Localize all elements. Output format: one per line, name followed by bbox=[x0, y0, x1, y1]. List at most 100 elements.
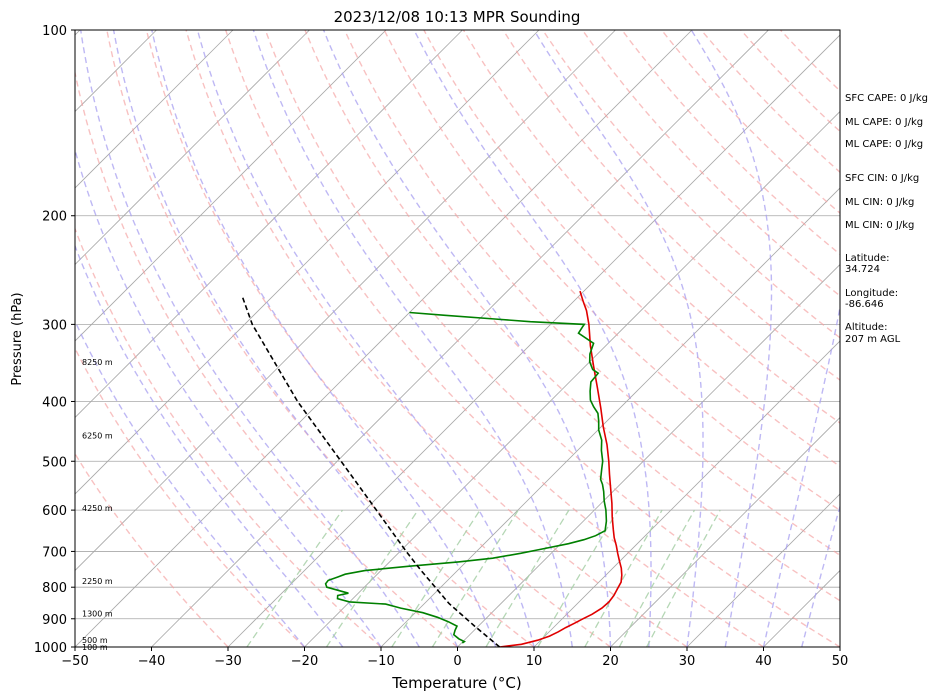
y-tick-label: 600 bbox=[42, 504, 67, 519]
dry-adiabat bbox=[264, 30, 840, 647]
altitude-value: 207 m AGL bbox=[845, 334, 901, 345]
moist-adiabat bbox=[80, 30, 420, 647]
ml-cin-text-2: ML CIN: 0 J/kg bbox=[845, 220, 915, 231]
ml-cin-text: ML CIN: 0 J/kg bbox=[845, 197, 915, 208]
x-tick-label: 20 bbox=[602, 654, 619, 669]
mixing-ratio-line bbox=[584, 509, 663, 647]
moist-adiabat bbox=[801, 503, 840, 647]
isotherm-line bbox=[75, 30, 540, 495]
isotherm-line bbox=[75, 30, 693, 647]
x-tick-label: −30 bbox=[214, 654, 241, 669]
plot-frame bbox=[74, 29, 841, 648]
dry-adiabat bbox=[106, 30, 535, 647]
moist-adiabat bbox=[112, 30, 459, 647]
ml-cape-text: ML CAPE: 0 J/kg bbox=[845, 117, 924, 128]
y-tick-label: 200 bbox=[42, 210, 67, 225]
isotherm-line bbox=[75, 30, 463, 419]
moist-adiabat bbox=[762, 304, 840, 647]
dry-adiabat bbox=[225, 30, 764, 647]
moist-adiabat bbox=[533, 30, 704, 647]
chart-title: 2023/12/08 10:13 MPR Sounding bbox=[334, 8, 581, 26]
moist-adiabat bbox=[690, 30, 773, 647]
y-tick-label: 900 bbox=[42, 613, 67, 628]
x-tick-label: −20 bbox=[291, 654, 318, 669]
mixing-ratio-line bbox=[646, 509, 721, 647]
x-tick-label: 10 bbox=[526, 654, 543, 669]
isotherm-line bbox=[610, 416, 840, 647]
y-tick-label: 300 bbox=[42, 318, 67, 333]
isotherm-line bbox=[533, 340, 840, 647]
mixing-ratio-line bbox=[537, 509, 619, 647]
dry-adiabat bbox=[621, 30, 840, 256]
isotherm-line bbox=[75, 30, 616, 572]
height-label: 8250 m bbox=[82, 358, 113, 367]
y-tick-label: 700 bbox=[42, 545, 67, 560]
mixing-ratio-line bbox=[618, 509, 696, 647]
sfc-cape-text: SFC CAPE: 0 J/kg bbox=[845, 93, 928, 104]
height-label: 6250 m bbox=[82, 431, 113, 440]
dry-adiabat bbox=[75, 346, 305, 647]
mixing-ratio-line bbox=[485, 509, 570, 647]
isotherm-line bbox=[457, 263, 840, 647]
x-tick-label: 0 bbox=[453, 654, 461, 669]
latitude-value: 34.724 bbox=[845, 264, 880, 275]
dry-adiabat bbox=[462, 30, 840, 424]
mixing-ratio-line bbox=[246, 509, 344, 647]
dry-adiabat bbox=[75, 69, 458, 647]
moist-adiabat bbox=[252, 30, 573, 647]
temperature-profile bbox=[499, 290, 623, 647]
y-tick-label: 100 bbox=[42, 24, 67, 39]
y-tick-label: 400 bbox=[42, 395, 67, 410]
mixing-ratio-line bbox=[391, 509, 481, 647]
dry-adiabat bbox=[343, 30, 840, 557]
height-label: 1300 m bbox=[82, 610, 113, 619]
longitude-value: -86.646 bbox=[845, 299, 884, 310]
x-tick-label: −50 bbox=[61, 654, 88, 669]
dry-adiabat bbox=[145, 30, 611, 647]
y-tick-label: 1000 bbox=[34, 641, 67, 656]
isotherm-line bbox=[75, 30, 387, 342]
y-axis-ticks: 1000 900 800 700 600 500 400 300 200 100 bbox=[34, 24, 75, 656]
mixing-ratio-line bbox=[431, 509, 519, 647]
y-tick-label: 800 bbox=[42, 581, 67, 596]
isotherm-line bbox=[227, 34, 840, 647]
moist-adiabat bbox=[75, 147, 382, 647]
isotherm-line bbox=[380, 187, 840, 647]
dry-adiabat bbox=[661, 30, 840, 215]
isotherm-line bbox=[0, 30, 4, 647]
moist-adiabat bbox=[413, 30, 652, 647]
moist-adiabat bbox=[75, 244, 344, 647]
moist-adiabat bbox=[196, 30, 535, 647]
ml-cape-text-2: ML CAPE: 0 J/kg bbox=[845, 139, 924, 150]
isotherm-line bbox=[151, 30, 769, 647]
x-tick-label: −10 bbox=[367, 654, 394, 669]
isotherm-line bbox=[75, 30, 234, 189]
moist-adiabat bbox=[151, 30, 497, 647]
x-tick-label: 40 bbox=[755, 654, 772, 669]
mixing-ratio-line bbox=[325, 509, 419, 647]
height-label: 4250 m bbox=[82, 504, 113, 513]
dry-adiabat bbox=[423, 30, 840, 468]
x-tick-label: 30 bbox=[679, 654, 696, 669]
latitude-label: Latitude: bbox=[845, 253, 890, 264]
height-label: 500 m bbox=[82, 636, 108, 645]
dry-adiabat bbox=[185, 30, 688, 647]
isotherm-line bbox=[75, 30, 310, 266]
y-tick-label: 500 bbox=[42, 455, 67, 470]
isotherm-line bbox=[304, 110, 840, 647]
dry-adiabat bbox=[304, 30, 840, 602]
isotherm-line bbox=[686, 493, 840, 647]
dry-adiabat bbox=[502, 30, 840, 381]
sfc-cin-text: SFC CIN: 0 J/kg bbox=[845, 173, 920, 184]
x-tick-label: −40 bbox=[138, 654, 165, 669]
x-tick-label: 50 bbox=[832, 654, 849, 669]
parcel-path bbox=[241, 295, 501, 647]
altitude-label: Altitude: bbox=[845, 322, 888, 333]
y-axis-title: Pressure (hPa) bbox=[10, 292, 25, 385]
x-axis-ticks: −50 −40 −30 −20 −10 0 10 20 30 40 50 bbox=[61, 647, 848, 669]
x-axis-title: Temperature (°C) bbox=[391, 674, 521, 692]
dry-adiabat bbox=[75, 226, 382, 647]
longitude-label: Longitude: bbox=[845, 288, 899, 299]
